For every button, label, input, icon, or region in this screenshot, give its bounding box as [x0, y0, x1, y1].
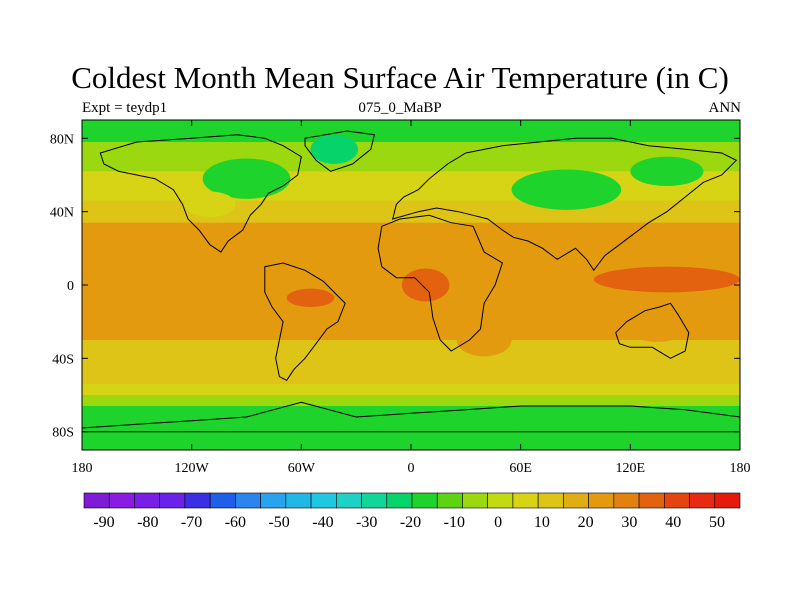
colorbar-label: -20 [400, 514, 421, 531]
colorbar: -90 -80 -70 -60 -50 -40 -30 -20 -10 0 10 20 30 40 50 [83, 492, 741, 531]
temperature-band [82, 384, 740, 396]
colorbar-swatch [361, 492, 388, 509]
temperature-band [82, 222, 740, 242]
colorbar-label: 10 [534, 514, 550, 531]
colorbar-label: -60 [225, 514, 246, 531]
colorbar-swatch [285, 492, 312, 509]
temperature-band [82, 340, 740, 367]
x-tick-label: 180 [72, 461, 93, 476]
colorbar-swatch [134, 492, 160, 509]
x-tick-label: 60W [288, 461, 316, 476]
temperature-patch [401, 268, 450, 302]
x-tick-label: 0 [408, 461, 415, 476]
y-tick-label: 0 [67, 279, 74, 294]
temperature-band [82, 200, 740, 224]
colorbar-label: -90 [93, 514, 114, 531]
colorbar-swatch [512, 492, 539, 509]
period-label: 075_0_MaBP [358, 100, 442, 116]
temperature-patch [456, 323, 512, 357]
season-label: ANN [708, 100, 742, 116]
colorbar-swatch [613, 492, 640, 509]
colorbar-swatch [159, 492, 186, 509]
temperature-patch [630, 156, 704, 186]
colorbar-label: 50 [709, 514, 725, 531]
colorbar-swatch [184, 492, 211, 509]
colorbar-swatch [411, 492, 438, 509]
longitude-axis: 180 120W 60W 0 60E 120E 180 [72, 120, 751, 476]
x-tick-label: 120E [616, 461, 646, 476]
temperature-band [82, 406, 740, 429]
colorbar-swatch [638, 492, 665, 509]
colorbar-label: 40 [665, 514, 681, 531]
y-tick-label: 80N [50, 132, 74, 147]
coastline-eurasia [392, 137, 738, 272]
temperature-band [82, 365, 740, 385]
colorbar-swatch [336, 492, 362, 509]
colorbar-swatch [664, 492, 690, 509]
colorbar-label: 0 [494, 514, 502, 531]
temperature-band [82, 127, 740, 143]
colorbar-label: -10 [444, 514, 465, 531]
colorbar-swatch [235, 492, 261, 509]
temperature-patch [624, 308, 691, 342]
temperature-band [82, 318, 740, 341]
colorbar-label: -80 [137, 514, 158, 531]
temperature-band [82, 142, 740, 172]
colorbar-swatch [83, 492, 110, 509]
temperature-patch [511, 169, 622, 210]
coastline-africa [377, 214, 504, 352]
colorbar-swatch [537, 492, 564, 509]
x-tick-label: 120W [175, 461, 210, 476]
colorbar-label: 30 [621, 514, 637, 531]
colorbar-swatch [108, 492, 135, 509]
temperature-patch [593, 266, 740, 293]
continent-outlines [82, 130, 740, 433]
colorbar-label: 20 [578, 514, 594, 531]
x-tick-label: 60E [509, 461, 532, 476]
colorbar-label: -40 [312, 514, 333, 531]
temperature-band [82, 428, 740, 450]
coastline-australia [615, 302, 690, 359]
coastline-greenland [304, 130, 376, 172]
coastline-north-america [99, 134, 302, 253]
temperature-patch [184, 191, 236, 218]
temperature-band [82, 395, 740, 407]
latitude-axis: 80N 40N 0 40S 80S [50, 132, 740, 441]
plot-title: Coldest Month Mean Surface Air Temperatu… [71, 60, 729, 95]
colorbar-swatch [588, 492, 615, 509]
colorbar-label: -50 [268, 514, 289, 531]
temperature-patch [286, 288, 335, 308]
colorbar-swatch [260, 492, 287, 509]
coastline-south-america [264, 262, 346, 381]
colorbar-swatch [209, 492, 236, 509]
experiment-label: Expt = teydp1 [82, 100, 168, 116]
y-tick-label: 80S [52, 426, 74, 441]
colorbar-swatch [436, 492, 463, 509]
colorbar-swatch [462, 492, 488, 509]
colorbar-label: -30 [356, 514, 377, 531]
temperature-field [82, 120, 740, 450]
colorbar-swatch [563, 492, 589, 509]
temperature-patch [202, 158, 291, 199]
coastline-antarctica [82, 401, 740, 433]
colorbar-swatch [714, 492, 741, 509]
x-tick-label: 180 [730, 461, 751, 476]
colorbar-swatch [487, 492, 514, 509]
colorbar-swatch [689, 492, 716, 509]
y-tick-label: 40N [50, 206, 74, 221]
colorbar-swatch [386, 492, 413, 509]
colorbar-swatch [310, 492, 337, 509]
temperature-patch [310, 134, 358, 164]
colorbar-label: -70 [181, 514, 202, 531]
y-tick-label: 40S [52, 352, 74, 367]
